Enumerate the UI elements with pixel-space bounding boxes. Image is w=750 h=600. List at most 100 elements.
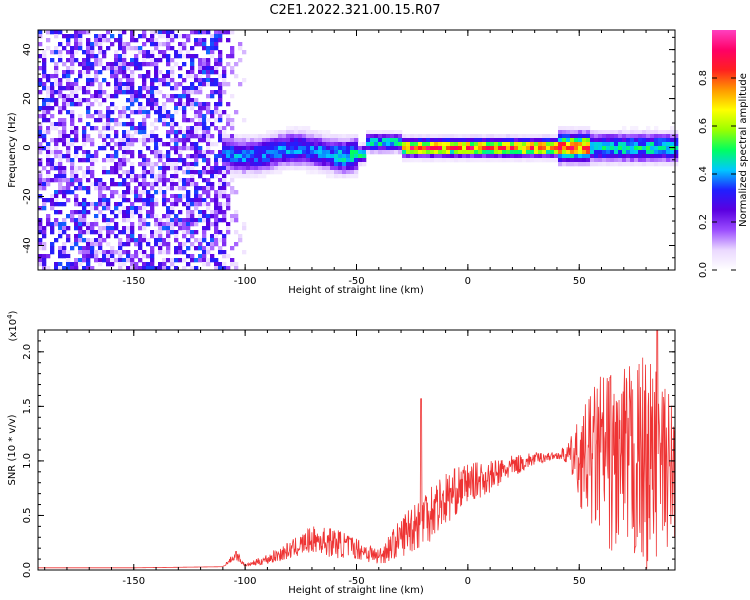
heatmap-cell [274,146,279,151]
heatmap-cell [90,266,95,271]
heatmap-cell [74,134,79,139]
heatmap-cell [174,34,179,39]
heatmap-cell [306,134,311,139]
heatmap-cell [234,110,239,115]
heatmap-cell [146,198,151,203]
heatmap-cell [278,146,283,151]
figure-title: C2E1.2022.321.00.15.R07 [269,3,440,18]
heatmap-cell [134,186,139,191]
heatmap-cell [46,130,51,135]
colorbar-label: Normalized spectral amplitude [738,73,749,227]
heatmap-cell [226,122,231,127]
heatmap-cell [154,182,159,187]
heatmap-cell [142,234,147,239]
heatmap-cell [210,246,215,251]
heatmap-cell [62,154,67,159]
heatmap-cell [142,254,147,259]
heatmap-cell [338,158,343,163]
heatmap-cell [162,258,167,263]
heatmap-cell [298,158,303,163]
heatmap-cell [62,70,67,75]
heatmap-cell [130,230,135,235]
heatmap-cell [154,38,159,43]
heatmap-cell [222,78,227,83]
heatmap-cell [418,150,423,155]
heatmap-cell [186,178,191,183]
heatmap-cell [74,170,79,175]
heatmap-cell [318,150,323,155]
heatmap-cell [78,42,83,47]
heatmap-cell [566,130,571,135]
heatmap-cell [166,226,171,231]
heatmap-cell [206,170,211,175]
heatmap-cell [62,222,67,227]
heatmap-cell [174,50,179,55]
heatmap-cell [450,146,455,151]
heatmap-cell [190,106,195,111]
heatmap-cell [190,102,195,107]
heatmap-cell [74,98,79,103]
heatmap-cell [486,146,491,151]
heatmap-cell [362,154,367,159]
heatmap-cell [174,86,179,91]
heatmap-cell [286,130,291,135]
heatmap-cell [406,138,411,143]
heatmap-cell [454,146,459,151]
heatmap-cell [310,138,315,143]
heatmap-cell [622,162,627,167]
heatmap-cell [74,154,79,159]
heatmap-cell [630,138,635,143]
heatmap-cell [534,134,539,139]
heatmap-cell [42,74,47,79]
heatmap-cell [174,106,179,111]
heatmap-cell [558,146,563,151]
heatmap-cell [190,230,195,235]
heatmap-cell [142,218,147,223]
heatmap-cell [126,66,131,71]
heatmap-cell [458,138,463,143]
heatmap-cell [322,166,327,171]
heatmap-cell [646,158,651,163]
heatmap-cell [218,190,223,195]
heatmap-cell [530,146,535,151]
heatmap-cell [210,66,215,71]
heatmap-cell [70,118,75,123]
heatmap-cell [98,258,103,263]
heatmap-cell [146,262,151,267]
heatmap-cell [74,174,79,179]
heatmap-cell [114,206,119,211]
heatmap-cell [194,202,199,207]
heatmap-cell [66,142,71,147]
heatmap-cell [322,130,327,135]
x-tick-label: 0 [465,276,471,287]
heatmap-cell [70,246,75,251]
heatmap-cell [454,158,459,163]
heatmap-cell [62,74,67,79]
heatmap-cell [174,246,179,251]
x-tick-label: -50 [348,576,364,587]
heatmap-cell [66,178,71,183]
heatmap-cell [162,154,167,159]
heatmap-cell [474,134,479,139]
heatmap-cell [54,78,59,83]
heatmap-cell [226,142,231,147]
heatmap-cell [130,222,135,227]
heatmap-cell [58,90,63,95]
heatmap-cell [498,150,503,155]
heatmap-cell [430,158,435,163]
heatmap-cell [230,150,235,155]
heatmap-cell [126,138,131,143]
heatmap-cell [374,134,379,139]
heatmap-cell [54,262,59,267]
heatmap-cell [54,102,59,107]
heatmap-cell [178,210,183,215]
heatmap-cell [66,74,71,79]
heatmap-cell [106,234,111,239]
heatmap-cell [246,166,251,171]
heatmap-cell [554,158,559,163]
heatmap-cell [118,246,123,251]
heatmap-cell [86,66,91,71]
heatmap-cell [478,154,483,159]
heatmap-cell [166,214,171,219]
heatmap-cell [442,150,447,155]
